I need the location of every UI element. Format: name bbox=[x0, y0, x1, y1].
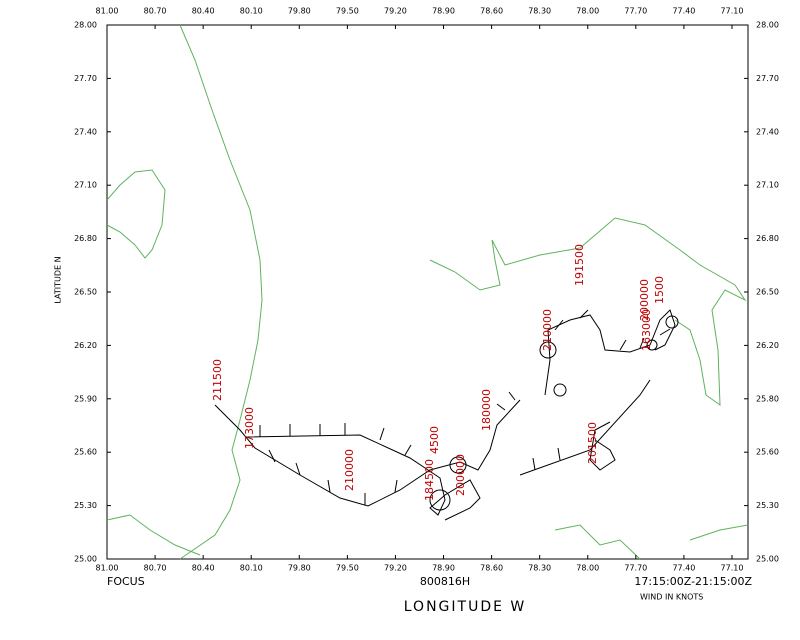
x-tick-label-top: 78.60 bbox=[480, 7, 503, 16]
time-label: 191500 bbox=[573, 244, 586, 286]
x-tick-label-top: 78.90 bbox=[432, 7, 455, 16]
y-tick-label: 25.90 bbox=[74, 394, 97, 403]
x-tick-label-top: 80.70 bbox=[144, 7, 167, 16]
y-tick-label: 25.60 bbox=[74, 448, 97, 457]
y2-tick-label: 26.80 bbox=[756, 234, 779, 243]
x-tick-label-top: 77.40 bbox=[672, 7, 695, 16]
y-tick-label: 26.80 bbox=[74, 234, 97, 243]
x-tick-label: 77.70 bbox=[624, 564, 647, 573]
time-label: 163000 bbox=[640, 309, 653, 351]
x-tick-label: 80.40 bbox=[192, 564, 215, 573]
x-tick-label: 80.70 bbox=[144, 564, 167, 573]
time-label: 4500 bbox=[428, 426, 441, 454]
x-tick-label: 77.40 bbox=[672, 564, 695, 573]
flight-track bbox=[214, 309, 679, 521]
x-tick-label: 78.00 bbox=[576, 564, 599, 573]
time-label: 1500 bbox=[653, 276, 666, 304]
y-tick-label: 25.30 bbox=[74, 501, 97, 510]
time-label: 180000 bbox=[480, 389, 493, 431]
y-tick-label: 27.10 bbox=[74, 181, 97, 190]
x-tick-label: 80.10 bbox=[240, 564, 263, 573]
y2-tick-label: 25.30 bbox=[756, 501, 779, 510]
y2-tick-label: 27.10 bbox=[756, 181, 779, 190]
time-label: 201500 bbox=[586, 422, 599, 464]
x-tick-label-top: 77.70 bbox=[624, 7, 647, 16]
y2-tick-label: 25.60 bbox=[756, 448, 779, 457]
x-tick-label: 78.60 bbox=[480, 564, 503, 573]
x-tick-label: 79.50 bbox=[336, 564, 359, 573]
time-label: 200000 bbox=[454, 454, 467, 496]
y2-tick-label: 25.00 bbox=[756, 555, 779, 564]
time-label: 210000 bbox=[343, 449, 356, 491]
y2-tick-label: 27.40 bbox=[756, 127, 779, 136]
x-tick-label: 78.90 bbox=[432, 564, 455, 573]
y-tick-label: 28.00 bbox=[74, 21, 97, 30]
units-note: WIND IN KNOTS bbox=[640, 593, 703, 602]
x-tick-label-top: 80.10 bbox=[240, 7, 263, 16]
y-tick-label: 26.20 bbox=[74, 341, 97, 350]
red-time-labels: 211500 173000 210000 4500 184500 200000 180000… bbox=[211, 244, 666, 501]
time-label: 200000 bbox=[638, 279, 651, 321]
y2-tick-label: 26.50 bbox=[756, 288, 779, 297]
y2-tick-label: 26.20 bbox=[756, 341, 779, 350]
x-tick-label: 78.30 bbox=[528, 564, 551, 573]
center-note: 800816H bbox=[420, 575, 470, 588]
x-tick-label-top: 81.00 bbox=[96, 7, 119, 16]
x-tick-label-top: 79.20 bbox=[384, 7, 407, 16]
y-tick-label: 27.40 bbox=[74, 127, 97, 136]
x-tick-label-top: 77.10 bbox=[721, 7, 744, 16]
time-label: 184500 bbox=[423, 459, 436, 501]
time-range: 17:15:00Z-21:15:00Z bbox=[634, 575, 752, 588]
y2-tick-label: 27.70 bbox=[756, 74, 779, 83]
x-tick-label-top: 79.80 bbox=[288, 7, 311, 16]
time-label: 211500 bbox=[211, 359, 224, 401]
x-axis-label: LONGITUDE W bbox=[404, 599, 527, 615]
time-label: 210000 bbox=[541, 309, 554, 351]
x-tick-label-top: 78.00 bbox=[576, 7, 599, 16]
coastlines bbox=[106, 24, 749, 560]
y-tick-label: 25.00 bbox=[74, 555, 97, 564]
left-note: FOCUS bbox=[107, 575, 145, 588]
x-tick-label: 79.80 bbox=[288, 564, 311, 573]
x-tick-label-top: 79.50 bbox=[336, 7, 359, 16]
time-label: 173000 bbox=[243, 407, 256, 449]
y-tick-label: 26.50 bbox=[74, 288, 97, 297]
x-tick-label: 81.00 bbox=[96, 564, 119, 573]
y-tick-label: 27.70 bbox=[74, 74, 97, 83]
x-tick-label: 77.10 bbox=[721, 564, 744, 573]
x-tick-label-top: 80.40 bbox=[192, 7, 215, 16]
y-axis-label: LATITUDE N bbox=[54, 256, 63, 303]
x-tick-label-top: 78.30 bbox=[528, 7, 551, 16]
y2-tick-label: 28.00 bbox=[756, 21, 779, 30]
x-tick-label: 79.20 bbox=[384, 564, 407, 573]
y2-tick-label: 25.80 bbox=[756, 394, 779, 403]
